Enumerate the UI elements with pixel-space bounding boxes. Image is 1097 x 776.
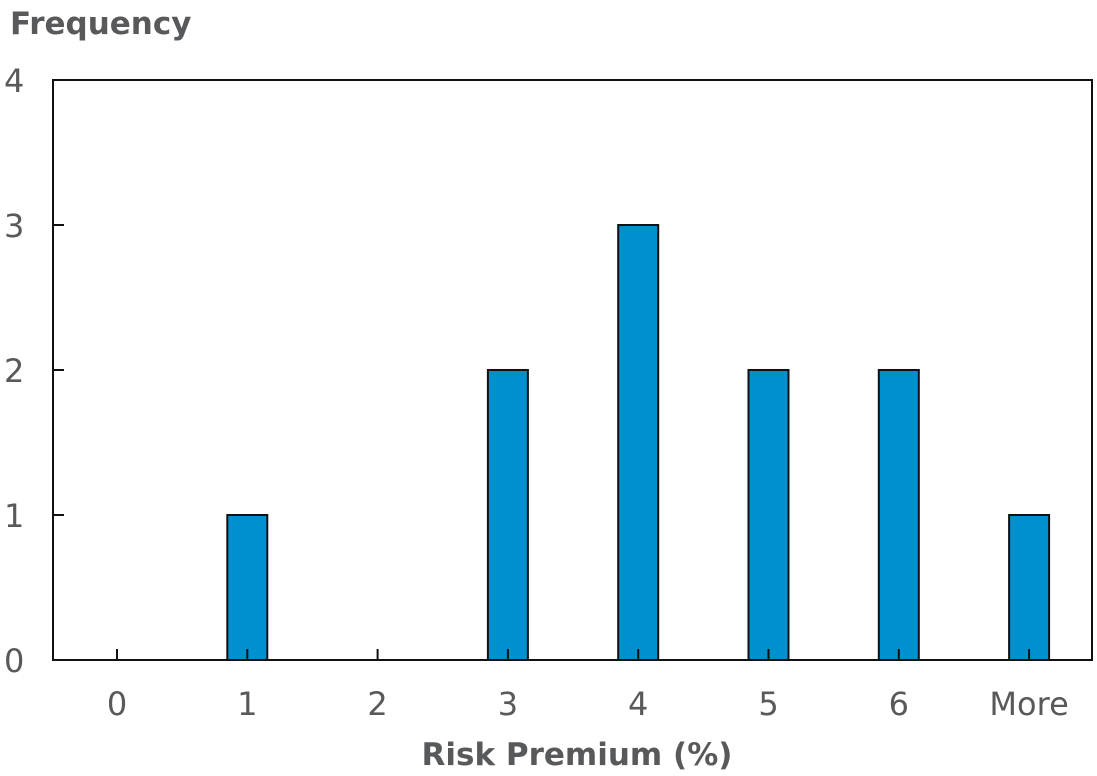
bar-more <box>1008 514 1051 661</box>
y-tick-label: 1 <box>4 497 24 535</box>
x-tick-label: 5 <box>758 685 778 723</box>
bar-3 <box>486 369 529 661</box>
y-axis-title: Frequency <box>10 6 191 42</box>
x-tick-label: 6 <box>889 685 909 723</box>
plot-area-frame <box>52 79 1093 661</box>
bars-group <box>226 224 1051 661</box>
x-tick-label: 4 <box>628 685 648 723</box>
x-tick-label: 1 <box>237 685 257 723</box>
x-tick-label: 2 <box>367 685 387 723</box>
x-axis-title: Risk Premium (%) <box>422 737 733 773</box>
x-tick-label: More <box>989 685 1068 723</box>
bar-5 <box>747 369 790 661</box>
bar-4 <box>617 224 660 661</box>
bar-6 <box>877 369 920 661</box>
y-tick-label: 0 <box>4 642 24 680</box>
y-axis-ticks: 0 1 2 3 4 <box>4 62 64 680</box>
y-tick-label: 4 <box>4 62 24 100</box>
y-tick-label: 2 <box>4 352 24 390</box>
y-tick-label: 3 <box>4 207 24 245</box>
x-tick-label: 3 <box>498 685 518 723</box>
x-tick-label: 0 <box>107 685 127 723</box>
bar-1 <box>226 514 269 661</box>
x-axis-ticks: 0 1 2 3 4 5 6 More <box>107 649 1069 723</box>
